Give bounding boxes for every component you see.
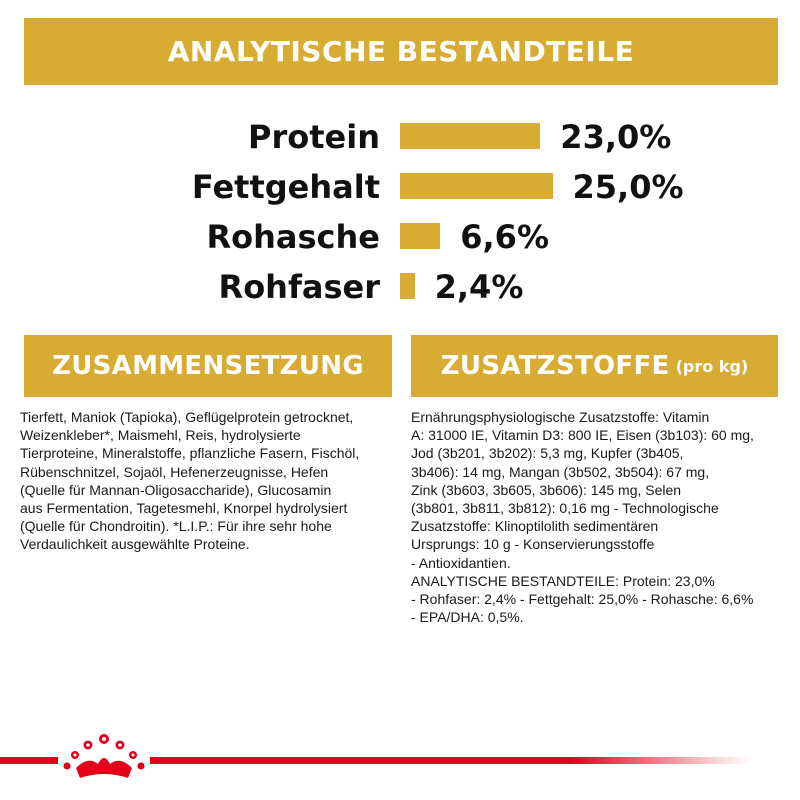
nutrient-label: Protein xyxy=(248,118,380,156)
nutrient-row-fettgehalt: Fettgehalt 25,0% xyxy=(0,162,800,212)
nutrient-value: 25,0% xyxy=(572,168,684,206)
additives-title-suffix: (pro kg) xyxy=(675,356,749,376)
nutrient-row-rohfaser: Rohfaser 2,4% xyxy=(0,262,800,312)
nutrient-bar xyxy=(400,123,541,149)
title-banner: ANALYTISCHE BESTANDTEILE xyxy=(24,18,778,85)
page-title: ANALYTISCHE BESTANDTEILE xyxy=(167,35,635,68)
nutrient-bar xyxy=(400,273,415,299)
footer xyxy=(0,720,800,790)
nutrient-row-rohasche: Rohasche 6,6% xyxy=(0,212,800,262)
nutrient-value: 2,4% xyxy=(434,268,524,306)
footer-stripe-right xyxy=(150,757,750,764)
nutrient-bar xyxy=(400,173,553,199)
additives-title: ZUSATZSTOFFE xyxy=(440,351,670,381)
additives-header: ZUSATZSTOFFE (pro kg) xyxy=(411,335,778,397)
composition-header: ZUSAMMENSETZUNG xyxy=(24,335,392,397)
nutrient-label: Fettgehalt xyxy=(191,168,380,206)
nutrient-chart: Protein 23,0% Fettgehalt 25,0% Rohasche … xyxy=(0,110,800,320)
footer-stripe-left xyxy=(0,757,58,764)
nutrient-label: Rohfaser xyxy=(218,268,380,306)
nutrient-bar xyxy=(400,223,441,249)
nutrient-value: 6,6% xyxy=(460,218,549,256)
crown-icon xyxy=(63,734,145,778)
nutrient-label: Rohasche xyxy=(206,218,381,256)
nutrient-row-protein: Protein 23,0% xyxy=(0,112,800,162)
nutrient-value: 23,0% xyxy=(560,118,672,156)
composition-text: Tierfett, Maniok (Tapioka), Geflügelprot… xyxy=(20,409,360,553)
additives-text: Ernährungsphysiologische Zusatzstoffe: V… xyxy=(411,409,754,626)
composition-title: ZUSAMMENSETZUNG xyxy=(52,351,364,381)
